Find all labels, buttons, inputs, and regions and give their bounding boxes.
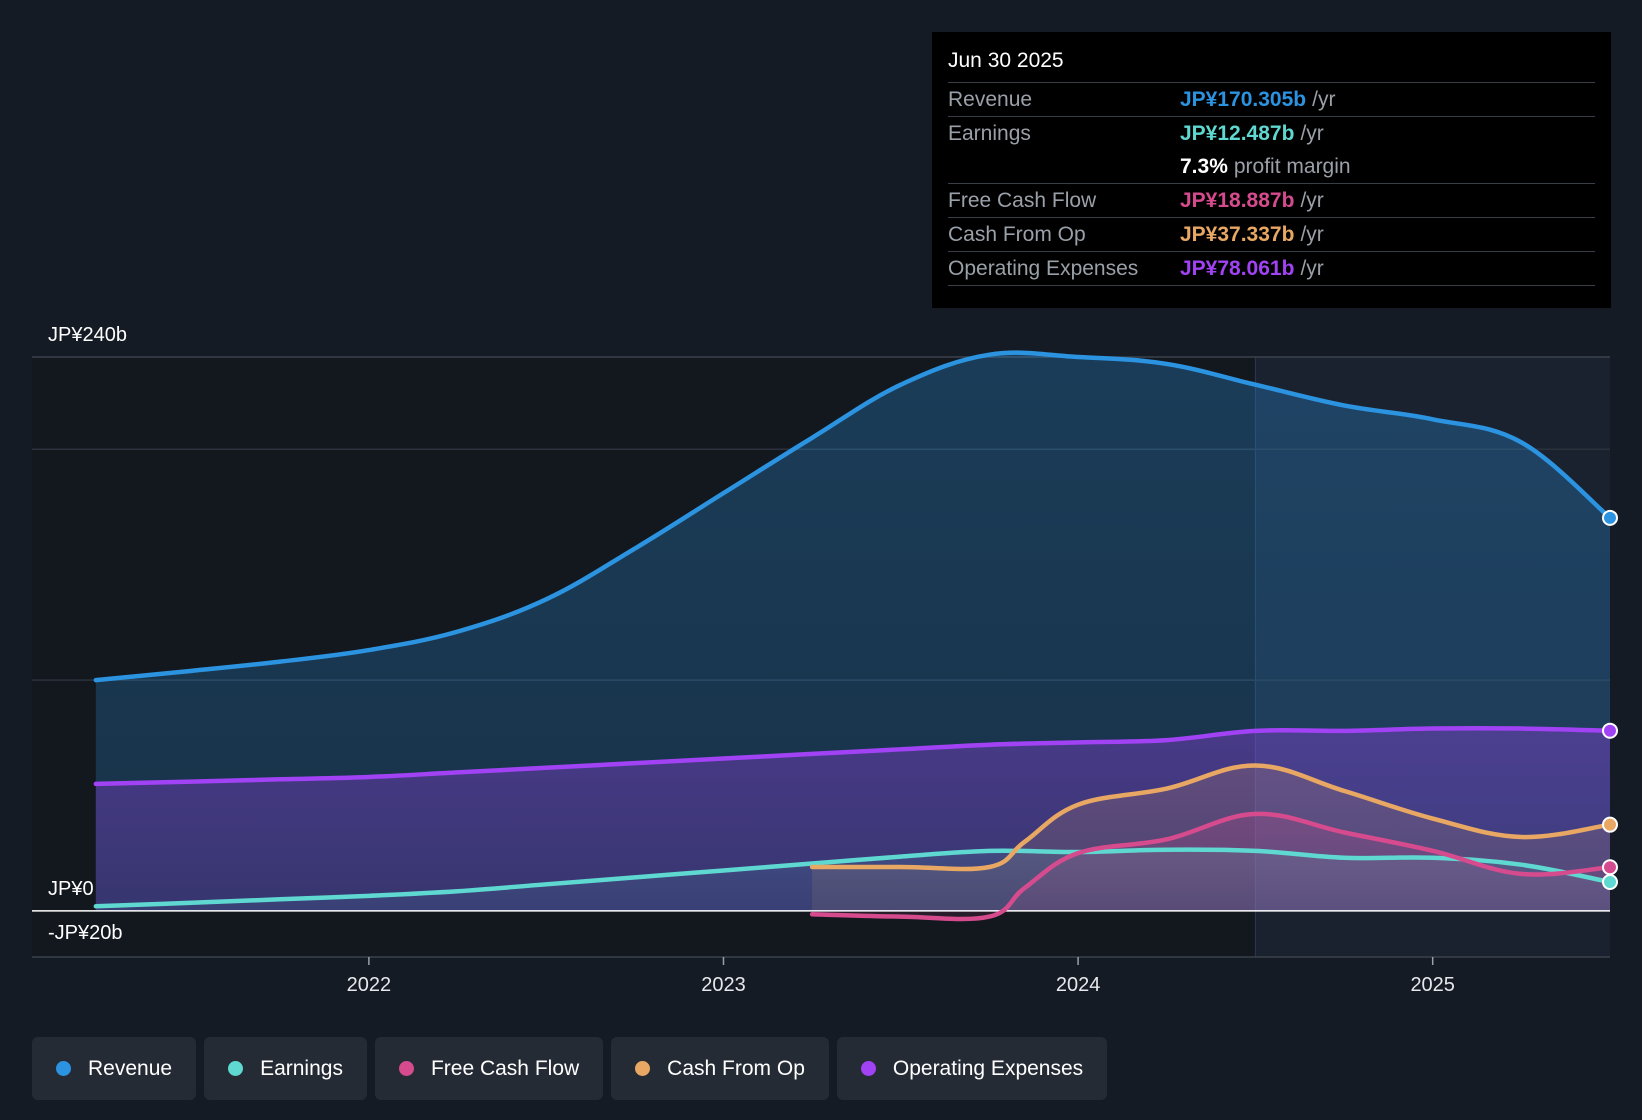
tooltip-row-unit: /yr [1312, 87, 1336, 111]
earnings-area [95, 849, 1611, 911]
tooltip-row-label: Operating Expenses [948, 256, 1139, 280]
earnings-end-point [1602, 874, 1618, 891]
legend-label: Cash From Op [667, 1056, 805, 1080]
tooltip-row-operating-expenses: Operating Expenses JP¥78.061b /yr [948, 252, 1595, 286]
legend-label: Free Cash Flow [430, 1056, 580, 1080]
x-tick-label: 2024 [1056, 974, 1101, 996]
legend-item-free-cash-flow[interactable]: Free Cash Flow [374, 1037, 604, 1100]
tooltip-row-earnings: Earnings JP¥12.487b /yr [948, 117, 1595, 150]
x-tick-label: 2023 [701, 974, 746, 996]
revenue-end-point [1602, 509, 1618, 526]
legend-item-cash-from-op[interactable]: Cash From Op [611, 1037, 829, 1100]
legend-label: Revenue [88, 1056, 173, 1080]
legend-label: Earnings [260, 1056, 343, 1080]
operating-expenses-end-point [1602, 722, 1618, 739]
tooltip-row-value: 7.3% [1180, 154, 1228, 178]
operating-expenses-line [93, 725, 1613, 787]
x-tick-label: 2022 [347, 974, 392, 996]
tooltip-row-label: Revenue [948, 87, 1033, 111]
legend-item-revenue[interactable]: Revenue [32, 1037, 197, 1100]
tooltip-row-unit: /yr [1300, 188, 1324, 212]
tooltip-row-cash-from-op: Cash From Op JP¥37.337b /yr [948, 218, 1595, 252]
tooltip-row-free-cash-flow: Free Cash Flow JP¥18.887b /yr [948, 184, 1595, 218]
legend-item-earnings[interactable]: Earnings [204, 1037, 367, 1100]
legend: Revenue Earnings Free Cash Flow Cash Fro… [32, 1037, 1108, 1100]
tooltip-row-value: JP¥170.305b [1180, 87, 1307, 111]
tooltip-row-value: JP¥18.887b [1180, 188, 1295, 212]
legend-dot-icon [635, 1061, 651, 1076]
legend-dot-icon [228, 1061, 244, 1076]
tooltip-row-label: Earnings [948, 121, 1031, 145]
legend-dot-icon [860, 1061, 876, 1076]
tooltip-row-value: JP¥12.487b [1180, 121, 1295, 145]
tooltip-row-label: Cash From Op [948, 222, 1086, 246]
y-label-zero: JP¥0 [48, 878, 94, 900]
tooltip-row-unit: /yr [1300, 121, 1324, 145]
y-label-top: JP¥240b [48, 324, 127, 346]
x-tick-label: 2025 [1410, 974, 1455, 996]
tooltip-row-revenue: Revenue JP¥170.305b /yr [948, 83, 1595, 117]
y-label-bottom: -JP¥20b [48, 922, 123, 944]
tooltip-row-value: JP¥37.337b [1180, 222, 1295, 246]
legend-item-operating-expenses[interactable]: Operating Expenses [836, 1037, 1108, 1100]
legend-dot-icon [398, 1061, 414, 1076]
legend-dot-icon [56, 1061, 71, 1076]
cash-from-op-line [809, 763, 1613, 872]
cash-from-op-end-point [1602, 816, 1618, 833]
earnings-line [93, 847, 1613, 909]
tooltip-row-label: Free Cash Flow [948, 188, 1097, 212]
free-cash-flow-line [809, 811, 1613, 922]
revenue-line [93, 350, 1613, 683]
tooltip: Jun 30 2025 Revenue JP¥170.305b /yr Earn… [932, 32, 1611, 308]
tooltip-row-value: JP¥78.061b [1180, 256, 1295, 280]
tooltip-row-profit-margin: 7.3% profit margin [948, 150, 1595, 184]
legend-label: Operating Expenses [892, 1056, 1084, 1080]
tooltip-row-unit: /yr [1300, 256, 1324, 280]
tooltip-row-unit: profit margin [1233, 154, 1351, 178]
free-cash-flow-end-point [1602, 859, 1618, 876]
tooltip-date: Jun 30 2025 [948, 46, 1595, 83]
tooltip-row-unit: /yr [1300, 222, 1324, 246]
